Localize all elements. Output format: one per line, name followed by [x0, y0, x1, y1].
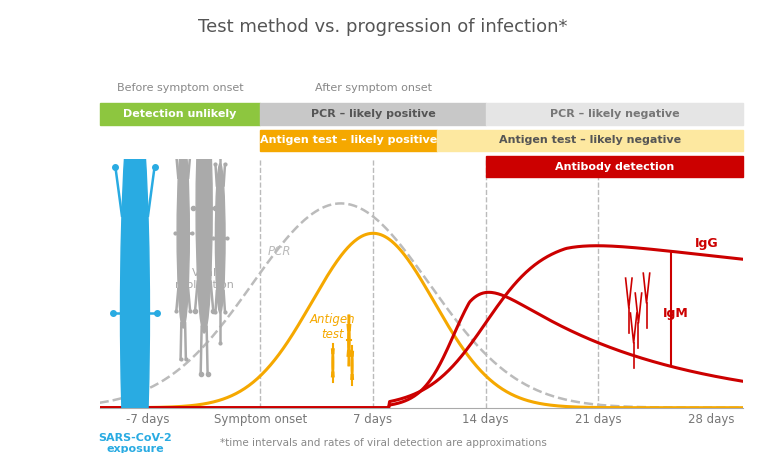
- Text: PCR – likely negative: PCR – likely negative: [549, 109, 679, 119]
- Text: IgM: IgM: [663, 307, 689, 319]
- Circle shape: [332, 349, 334, 376]
- Circle shape: [352, 352, 353, 379]
- Circle shape: [177, 139, 189, 328]
- Text: Detection unlikely: Detection unlikely: [123, 109, 237, 119]
- Text: Test method vs. progression of infection*: Test method vs. progression of infection…: [198, 18, 568, 36]
- Circle shape: [215, 164, 225, 313]
- Circle shape: [196, 84, 212, 333]
- Text: PCR: PCR: [268, 245, 292, 258]
- Text: IgG: IgG: [695, 237, 719, 250]
- Text: After symptom onset: After symptom onset: [315, 83, 431, 93]
- Text: PCR – likely positive: PCR – likely positive: [311, 109, 435, 119]
- Text: *time intervals and rates of viral detection are approximations: *time intervals and rates of viral detec…: [220, 439, 546, 448]
- Circle shape: [348, 323, 350, 358]
- Text: SARS-CoV-2
exposure: SARS-CoV-2 exposure: [98, 433, 172, 453]
- Text: Antigen
test: Antigen test: [310, 313, 355, 341]
- Text: Before symptom onset: Before symptom onset: [116, 83, 244, 93]
- Text: Viral
replication: Viral replication: [175, 268, 234, 290]
- Text: Antibody detection: Antibody detection: [555, 162, 674, 172]
- Text: Antigen test – likely negative: Antigen test – likely negative: [499, 135, 681, 145]
- Text: Antigen test – likely positive: Antigen test – likely positive: [260, 135, 437, 145]
- Circle shape: [120, 89, 149, 453]
